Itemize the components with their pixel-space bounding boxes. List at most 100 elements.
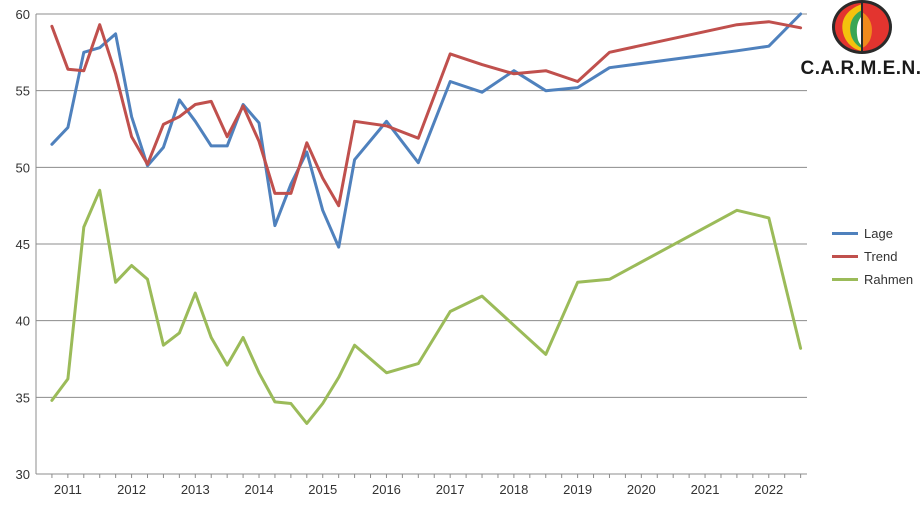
data-point-trend-11 — [226, 135, 228, 138]
data-point-trend-5 — [130, 135, 133, 138]
data-point-trend-26 — [576, 80, 579, 83]
x-tick-label-2014: 2014 — [245, 482, 274, 497]
data-point-lage-2 — [82, 51, 85, 54]
data-point-rahmen-2 — [82, 226, 85, 228]
data-point-rahmen-12 — [242, 336, 244, 339]
data-point-rahmen-11 — [226, 364, 228, 366]
data-point-lage-11 — [226, 145, 228, 147]
data-point-lage-21 — [417, 161, 420, 164]
data-point-rahmen-25 — [544, 353, 547, 356]
data-point-lage-16 — [306, 151, 308, 153]
data-point-trend-21 — [417, 137, 420, 139]
legend-swatch-trend — [832, 255, 858, 258]
x-tick-label-2012: 2012 — [117, 482, 146, 497]
data-point-lage-14 — [274, 224, 276, 227]
data-point-trend-7 — [162, 123, 165, 126]
data-point-lage-13 — [258, 122, 260, 124]
x-tick-label-2020: 2020 — [627, 482, 656, 497]
data-point-rahmen-16 — [306, 422, 308, 425]
axes: 30 35 40 45 50 55 60 2011 2012 2013 2014 2015 2016 20… — [16, 7, 802, 497]
data-point-lage-24 — [513, 69, 515, 72]
data-point-trend-27 — [608, 51, 611, 54]
data-point-rahmen-10 — [210, 336, 213, 339]
data-point-rahmen-5 — [130, 264, 133, 267]
legend-swatch-lage — [832, 232, 858, 235]
legend-item-trend: Trend — [832, 245, 913, 268]
data-point-rahmen-9 — [194, 292, 197, 294]
y-tick-label-55: 55 — [16, 84, 30, 99]
data-point-trend-6 — [146, 163, 149, 166]
data-point-trend-9 — [194, 103, 197, 106]
y-tick-label-35: 35 — [16, 390, 30, 405]
data-point-rahmen-14 — [274, 401, 276, 403]
data-point-rahmen-24 — [513, 324, 515, 327]
data-point-trend-1 — [67, 68, 69, 70]
legend-label-lage: Lage — [864, 226, 893, 241]
data-point-rahmen-20 — [385, 372, 388, 374]
data-point-trend-10 — [210, 100, 213, 103]
data-point-rahmen-22 — [449, 310, 451, 313]
data-point-rahmen-23 — [481, 295, 483, 297]
data-point-lage-22 — [449, 80, 451, 83]
data-point-lage-9 — [194, 120, 197, 123]
data-point-lage-15 — [290, 183, 292, 185]
legend-item-lage: Lage — [832, 222, 913, 245]
data-point-rahmen-21 — [417, 362, 420, 365]
data-point-lage-20 — [385, 120, 388, 123]
data-point-trend-3 — [98, 23, 101, 26]
x-tick-label-2016: 2016 — [372, 482, 401, 497]
series-line-trend — [50, 20, 803, 208]
x-tick-label-2015: 2015 — [308, 482, 337, 497]
data-point-lage-4 — [114, 33, 117, 35]
data-point-trend-15 — [290, 192, 292, 195]
data-point-lage-1 — [67, 126, 69, 129]
data-point-lage-0 — [51, 143, 53, 146]
x-tick-label-2017: 2017 — [436, 482, 465, 497]
gridlines — [36, 13, 807, 475]
data-point-lage-17 — [321, 209, 324, 212]
data-point-rahmen-13 — [258, 372, 260, 374]
data-point-lage-19 — [353, 158, 356, 161]
y-tick-label-40: 40 — [16, 314, 30, 329]
data-point-rahmen-28 — [736, 209, 738, 212]
legend-label-rahmen: Rahmen — [864, 272, 914, 287]
data-point-lage-8 — [178, 99, 181, 101]
data-point-rahmen-4 — [114, 281, 117, 284]
data-point-trend-18 — [337, 204, 340, 207]
data-point-trend-24 — [513, 73, 515, 75]
data-point-rahmen-1 — [67, 378, 69, 380]
data-point-trend-19 — [353, 120, 356, 123]
data-point-lage-7 — [162, 146, 165, 149]
data-point-trend-13 — [258, 140, 260, 143]
data-point-trend-25 — [544, 69, 547, 72]
data-point-trend-23 — [481, 63, 483, 66]
series-lines — [50, 12, 803, 425]
legend-item-rahmen: Rahmen — [832, 268, 913, 291]
data-point-rahmen-6 — [146, 278, 149, 281]
y-tick-label-30: 30 — [16, 467, 30, 482]
data-point-trend-17 — [321, 177, 324, 179]
data-point-rahmen-17 — [321, 402, 324, 405]
series-line-rahmen — [50, 188, 803, 425]
data-point-rahmen-29 — [767, 217, 770, 219]
data-point-rahmen-15 — [290, 402, 292, 405]
y-tick-label-60: 60 — [16, 7, 30, 22]
x-tick-label-2011: 2011 — [54, 482, 82, 497]
x-tick-label-2018: 2018 — [499, 482, 528, 497]
data-point-trend-16 — [306, 142, 308, 144]
data-point-trend-0 — [51, 25, 53, 28]
data-point-trend-2 — [82, 69, 85, 72]
y-tick-label-50: 50 — [16, 160, 30, 175]
data-point-rahmen-7 — [162, 344, 165, 347]
x-tick-label-2019: 2019 — [563, 482, 592, 497]
data-point-lage-25 — [544, 89, 547, 92]
data-point-trend-20 — [385, 125, 388, 127]
x-tick-label-2022: 2022 — [754, 482, 783, 497]
data-point-lage-26 — [576, 86, 579, 89]
data-point-trend-30 — [799, 27, 802, 29]
data-point-rahmen-0 — [51, 399, 53, 402]
y-tick-label-45: 45 — [16, 237, 30, 252]
data-point-trend-22 — [449, 53, 451, 55]
data-point-lage-10 — [210, 145, 213, 147]
data-point-lage-27 — [608, 66, 611, 69]
